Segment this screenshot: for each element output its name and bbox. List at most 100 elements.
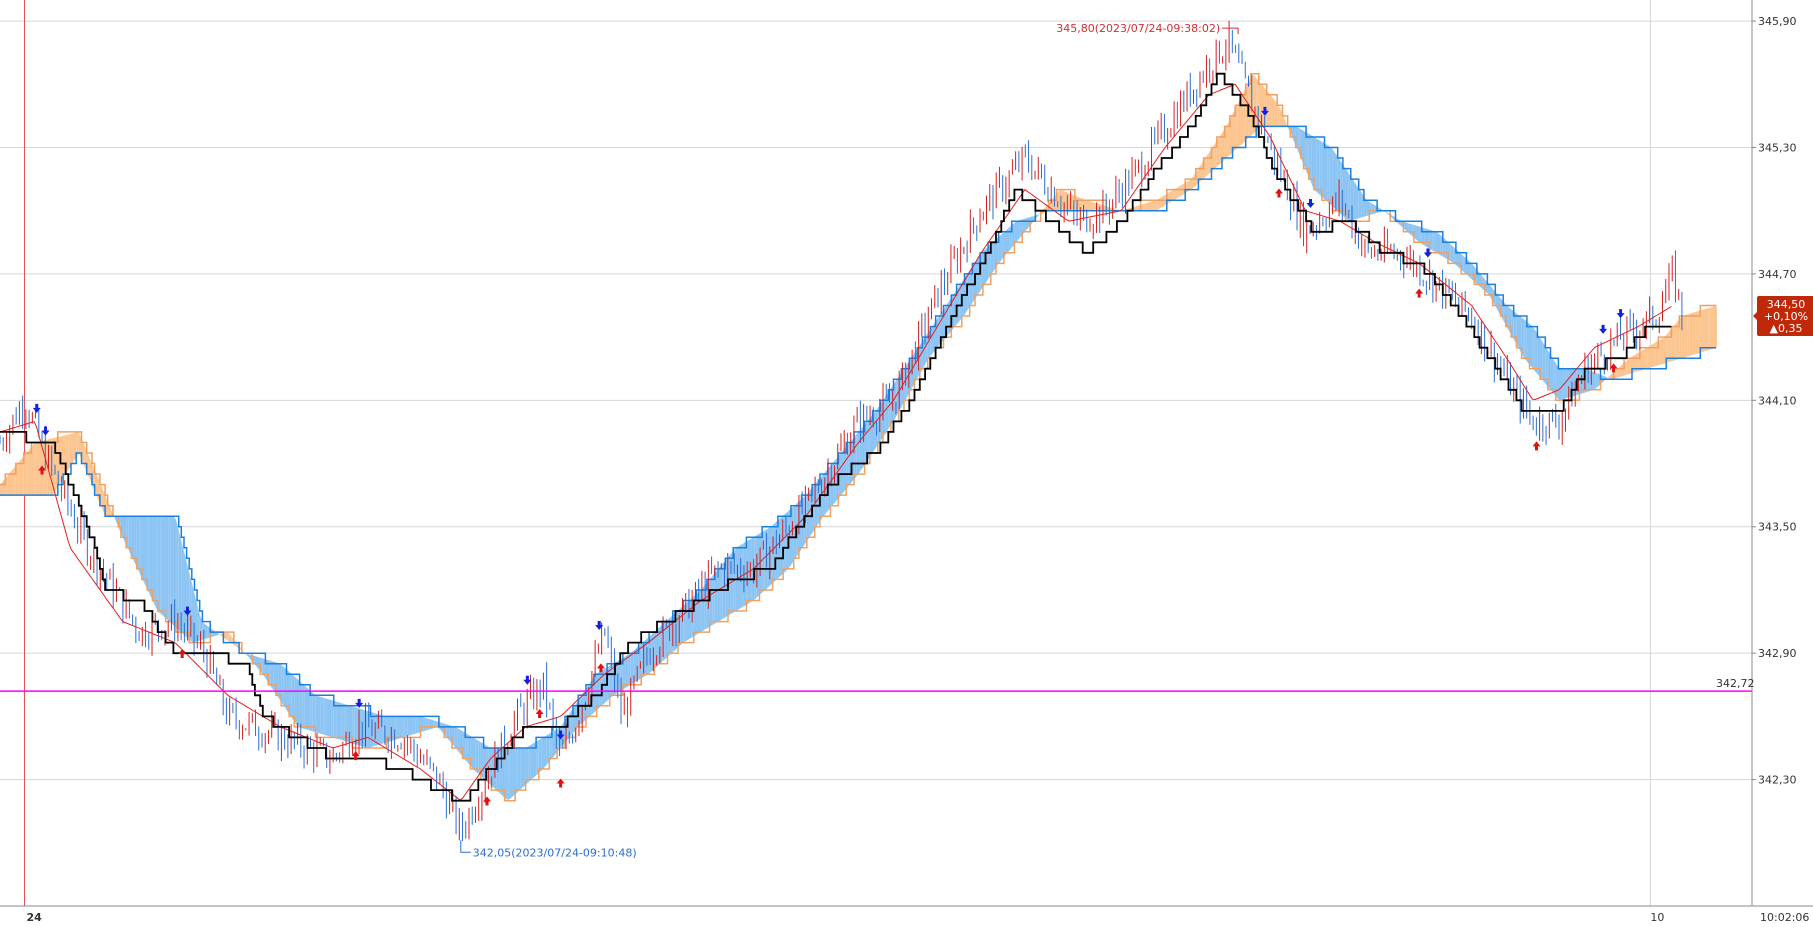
cloud-segment — [843, 446, 847, 492]
cloud-segment — [517, 747, 521, 792]
cloud-segment — [160, 516, 163, 616]
cloud-segment — [885, 392, 889, 434]
cloud-segment — [328, 699, 332, 737]
buy-arrow-icon — [351, 751, 360, 761]
cloud-segment — [664, 619, 668, 660]
cloud-segment — [320, 696, 324, 735]
cloud-segment — [1561, 368, 1564, 400]
cloud-segment — [630, 650, 634, 685]
cloud-segment — [1022, 218, 1025, 235]
y-tick-label: 345,90 — [1758, 15, 1797, 28]
cloud-segment — [1077, 196, 1081, 211]
cloud-segment — [331, 700, 334, 738]
cloud-segment — [996, 237, 999, 268]
cloud-segment — [425, 717, 429, 731]
cloud-segment — [375, 713, 379, 746]
y-tick-label: 343,50 — [1758, 521, 1797, 534]
cloud-segment — [339, 702, 342, 741]
last-price-change-pct: +0,10% — [1764, 310, 1808, 323]
last-price-value: 344,50 — [1767, 298, 1806, 311]
cloud-segment — [1064, 191, 1067, 211]
cloud-segment — [846, 443, 849, 489]
cloud-segment — [1277, 103, 1280, 127]
cloud-segment — [1692, 312, 1696, 356]
cloud-segment — [1153, 200, 1157, 211]
cloud-segment — [1266, 90, 1270, 127]
cloud-segment — [304, 685, 308, 730]
cloud-segment — [1148, 201, 1152, 211]
cloud-segment — [475, 739, 479, 774]
high-annotation-leader — [1222, 27, 1239, 35]
cloud-segment — [1634, 353, 1638, 373]
cloud-segment — [1243, 87, 1246, 144]
cloud-segment — [856, 430, 860, 477]
cloud-segment — [76, 431, 79, 458]
cloud-segment — [1003, 229, 1007, 258]
cloud-segment — [336, 701, 340, 740]
cloud-segment — [7, 471, 11, 496]
cloud-segment — [1327, 144, 1330, 204]
cloud-segment — [1595, 372, 1598, 390]
cloud-segment — [296, 678, 300, 728]
cloud-segment — [1450, 244, 1454, 263]
y-tick-label: 342,30 — [1758, 774, 1797, 787]
cloud-segment — [28, 446, 32, 496]
cloud-segment — [883, 396, 886, 438]
sell-arrow-icon — [556, 730, 565, 740]
cloud-segment — [788, 508, 792, 569]
cloud-segment — [1553, 358, 1556, 397]
cloud-segment — [538, 738, 542, 773]
cloud-segment — [294, 676, 297, 726]
cloud-segment — [520, 747, 523, 790]
sell-arrow-icon — [1599, 324, 1608, 334]
cloud-segment — [170, 516, 174, 626]
cloud-segment — [1592, 371, 1596, 391]
cloud-segment — [1697, 310, 1701, 354]
cloud-segment — [1700, 309, 1703, 353]
cloud-segment — [685, 601, 689, 642]
cloud-segment — [354, 707, 358, 745]
x-tick-label: 10:02:06 — [1760, 911, 1809, 924]
cloud-segment — [1311, 135, 1314, 190]
cloud-segment — [412, 716, 416, 735]
cloud-segment — [1579, 368, 1583, 395]
cloud-segment — [270, 660, 274, 691]
cloud-segment — [1156, 198, 1159, 211]
cloud-segment — [218, 633, 221, 636]
cloud-segment — [317, 696, 321, 734]
cloud-segment — [840, 449, 844, 496]
buy-arrow-icon — [1415, 288, 1424, 298]
cloud-segment — [1432, 230, 1435, 252]
cloud-segment — [1434, 231, 1438, 254]
cloud-segment — [352, 706, 355, 745]
cloud-segment — [699, 588, 702, 634]
cloud-segment — [599, 670, 602, 708]
cloud-segment — [783, 513, 786, 574]
cloud-segment — [1647, 345, 1651, 369]
cloud-segment — [1093, 202, 1096, 211]
cloud-segment — [1356, 184, 1359, 220]
cloud-segment — [178, 530, 182, 633]
cloud-segment — [473, 737, 476, 772]
cloud-segment — [522, 747, 526, 788]
sell-arrow-icon — [1260, 106, 1269, 116]
low-annotation-leader — [460, 840, 471, 853]
cloud-segment — [134, 516, 137, 567]
cloud-segment — [226, 632, 229, 642]
cloud-segment — [507, 747, 510, 800]
y-tick-label: 345,30 — [1758, 141, 1797, 154]
signal-arrows — [32, 106, 1625, 806]
cloud-segment — [21, 456, 24, 496]
cloud-segment — [1532, 325, 1535, 371]
cloud-segment — [1550, 354, 1554, 393]
cloud-segment — [1437, 232, 1441, 255]
cloud-segment — [1006, 227, 1010, 254]
cloud-segment — [509, 747, 513, 800]
cloud-segment — [1017, 220, 1020, 242]
cloud-segment — [1271, 96, 1275, 127]
buy-arrow-icon — [38, 465, 47, 475]
cloud-segment — [399, 716, 403, 739]
cloud-segment — [1545, 346, 1548, 387]
